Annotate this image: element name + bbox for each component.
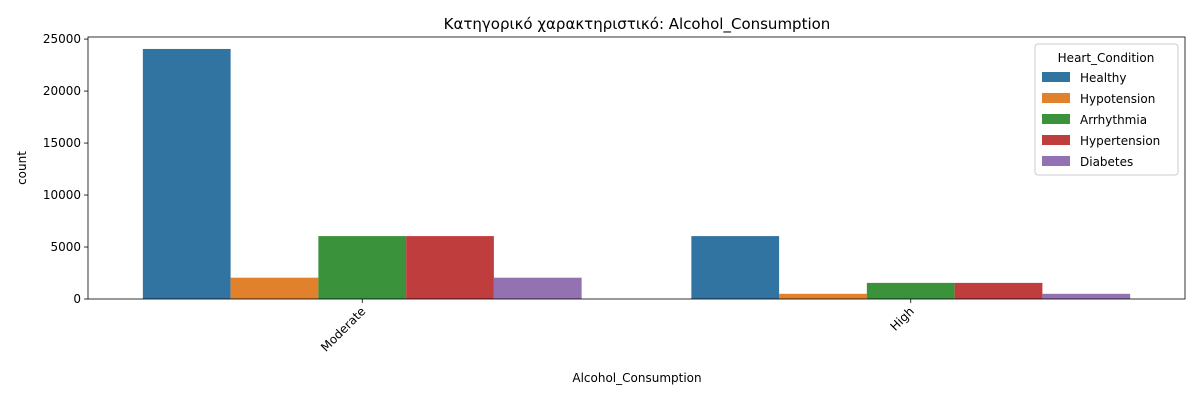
legend: Heart_Condition Healthy Hypotension Arrhyt… bbox=[1034, 43, 1179, 176]
x-tick-label: High bbox=[887, 304, 916, 333]
y-tick-label: 20000 bbox=[43, 84, 81, 98]
y-tick-label: 5000 bbox=[50, 240, 81, 254]
y-tick-label: 15000 bbox=[43, 136, 81, 150]
bar-diabetes-moderate bbox=[493, 277, 582, 299]
legend-label-diabetes: Diabetes bbox=[1080, 155, 1133, 169]
legend-swatch-hypotension bbox=[1042, 93, 1070, 103]
x-axis-label: Alcohol_Consumption bbox=[572, 371, 701, 385]
x-tick-label: Moderate bbox=[318, 304, 368, 354]
bar-hypertension-moderate bbox=[406, 236, 494, 299]
legend-label-hypotension: Hypotension bbox=[1080, 92, 1155, 106]
bar-healthy-high bbox=[691, 236, 780, 299]
bar-hypertension-high bbox=[954, 282, 1043, 299]
legend-label-healthy: Healthy bbox=[1080, 71, 1127, 85]
bar-arrhythmia-high bbox=[866, 282, 955, 299]
legend-label-hypertension: Hypertension bbox=[1080, 134, 1160, 148]
y-axis-label: count bbox=[15, 151, 29, 185]
bar-hypotension-moderate bbox=[230, 277, 319, 299]
x-axis: Moderate High bbox=[318, 299, 917, 354]
legend-swatch-hypertension bbox=[1042, 135, 1070, 145]
bars bbox=[142, 48, 1131, 300]
legend-swatch-arrhythmia bbox=[1042, 114, 1070, 124]
legend-label-arrhythmia: Arrhythmia bbox=[1080, 113, 1147, 127]
bar-hypotension-high bbox=[779, 293, 867, 299]
legend-title: Heart_Condition bbox=[1058, 51, 1155, 65]
legend-swatch-healthy bbox=[1042, 72, 1070, 82]
plot-frame bbox=[87, 36, 1186, 300]
y-tick-label: 25000 bbox=[43, 32, 81, 46]
y-tick-label: 0 bbox=[73, 292, 81, 306]
legend-swatch-diabetes bbox=[1042, 156, 1070, 166]
bar-arrhythmia-moderate bbox=[318, 236, 407, 299]
chart-title: Κατηγορικό χαρακτηριστικό: Alcohol_Consu… bbox=[444, 15, 831, 34]
y-axis: 0 5000 10000 15000 20000 25000 bbox=[43, 32, 88, 306]
y-tick-label: 10000 bbox=[43, 188, 81, 202]
legend-box bbox=[1034, 43, 1179, 176]
bar-diabetes-high bbox=[1042, 293, 1131, 299]
bar-healthy-moderate bbox=[142, 48, 231, 300]
